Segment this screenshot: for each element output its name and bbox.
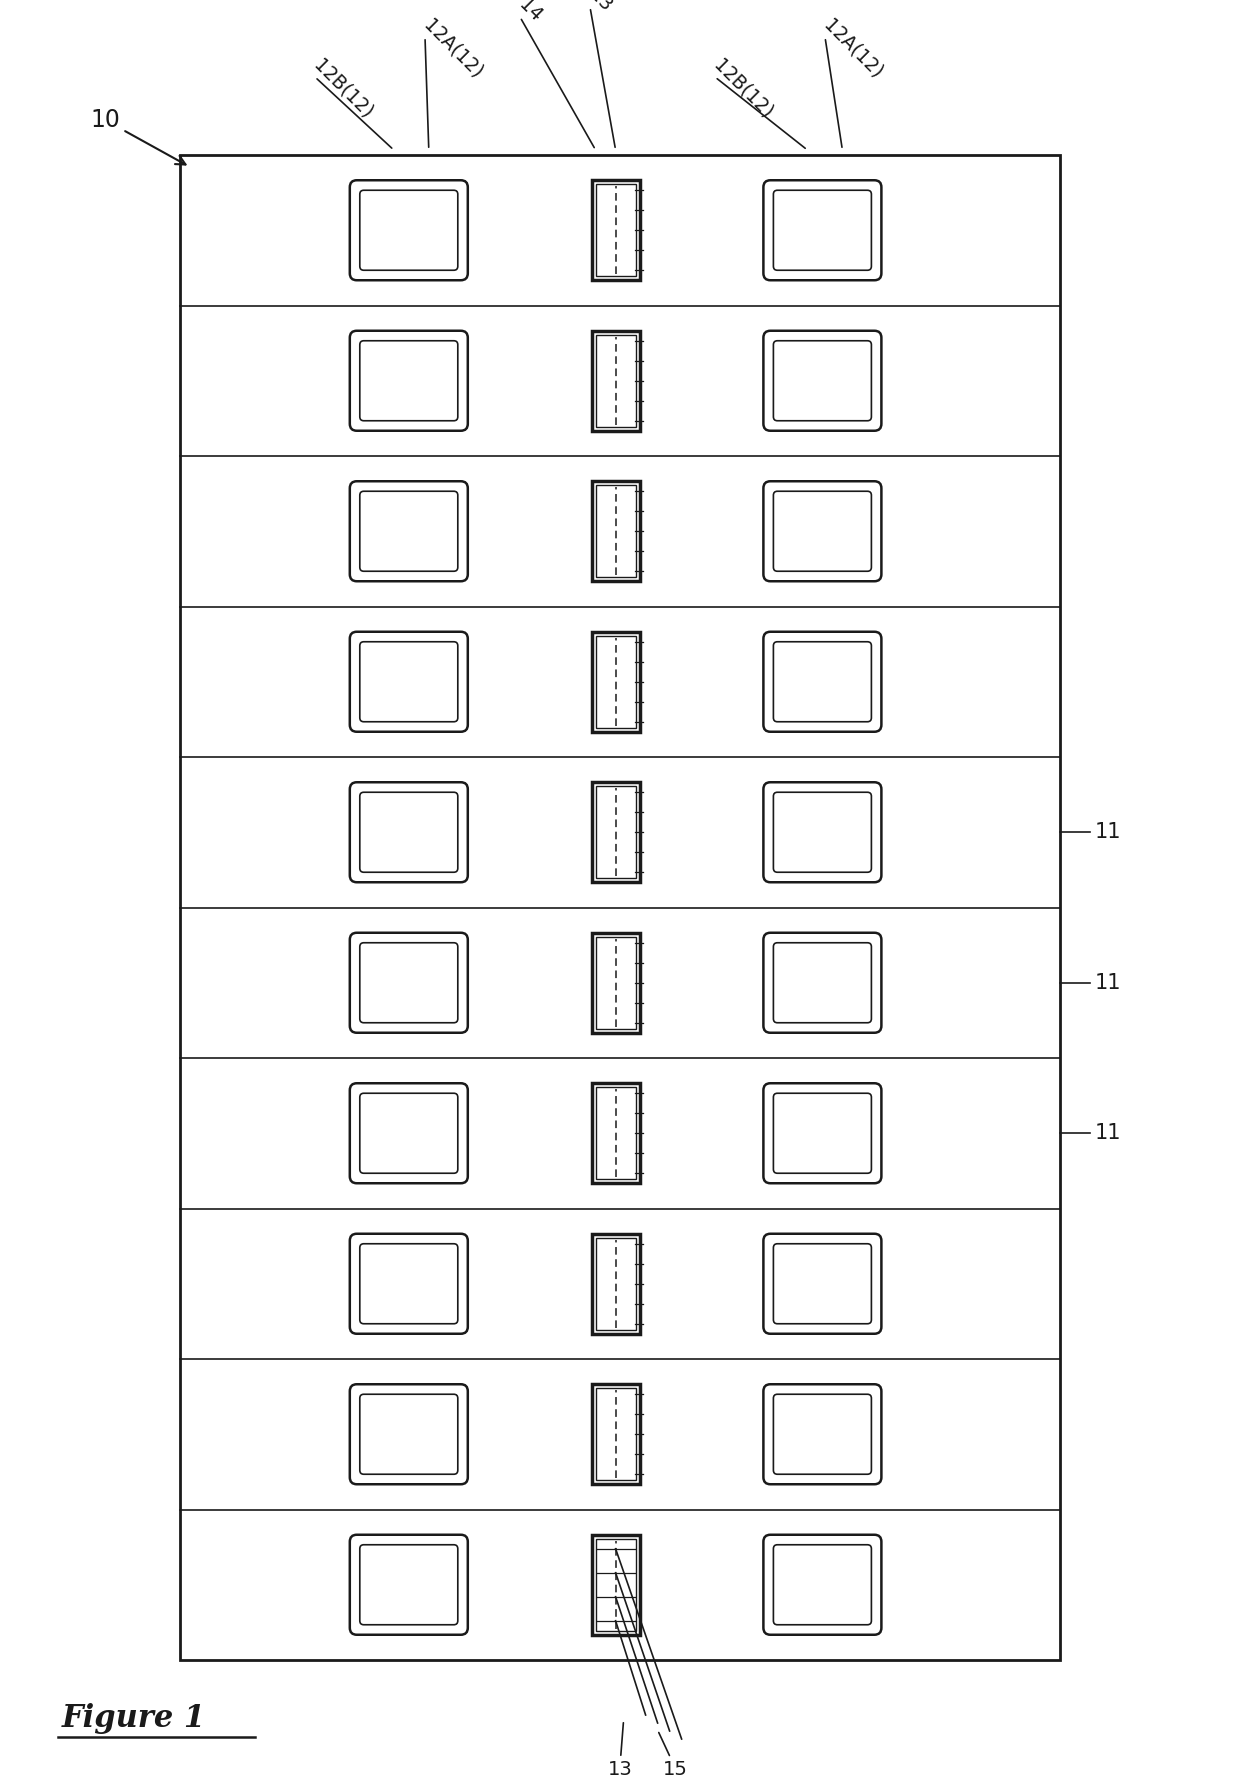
FancyBboxPatch shape [350,1535,467,1635]
FancyBboxPatch shape [764,1385,882,1485]
Bar [595,485,636,578]
FancyBboxPatch shape [360,1243,458,1324]
FancyBboxPatch shape [350,782,467,882]
FancyBboxPatch shape [764,1234,882,1335]
FancyBboxPatch shape [360,340,458,420]
Bar [591,331,640,431]
Bar [591,1234,640,1335]
FancyBboxPatch shape [350,632,467,732]
FancyBboxPatch shape [774,1093,872,1174]
FancyBboxPatch shape [774,1394,872,1474]
Bar [595,1539,636,1632]
FancyBboxPatch shape [774,340,872,420]
Text: 13: 13 [609,1760,632,1778]
FancyBboxPatch shape [360,492,458,571]
Bar [591,1385,640,1485]
FancyBboxPatch shape [350,932,467,1032]
FancyBboxPatch shape [774,1243,872,1324]
Text: 10: 10 [91,107,186,165]
FancyBboxPatch shape [350,181,467,281]
FancyBboxPatch shape [360,793,458,873]
Bar [591,481,640,581]
FancyBboxPatch shape [764,181,882,281]
FancyBboxPatch shape [764,1535,882,1635]
FancyBboxPatch shape [774,943,872,1023]
FancyBboxPatch shape [350,1385,467,1485]
Text: 13: 13 [585,0,615,16]
Bar [591,181,640,281]
Bar [595,937,636,1029]
FancyBboxPatch shape [774,1544,872,1624]
FancyBboxPatch shape [360,190,458,270]
Text: Figure 1: Figure 1 [62,1703,206,1734]
Bar [180,156,1060,1660]
Text: 15: 15 [663,1760,688,1778]
Text: 11: 11 [1095,823,1121,843]
Text: 12A(12): 12A(12) [420,16,486,82]
FancyBboxPatch shape [350,331,467,431]
FancyBboxPatch shape [360,1093,458,1174]
Bar [595,184,636,276]
FancyBboxPatch shape [360,1544,458,1624]
Text: 11: 11 [1095,1123,1121,1143]
Text: 14: 14 [515,0,546,25]
Bar [595,635,636,728]
Text: 11: 11 [1095,973,1121,993]
Text: 12B(12): 12B(12) [310,55,377,122]
Bar [591,632,640,732]
FancyBboxPatch shape [764,1084,882,1183]
Bar [591,1084,640,1183]
FancyBboxPatch shape [764,632,882,732]
Bar [595,335,636,428]
FancyBboxPatch shape [774,642,872,721]
Text: 12B(12): 12B(12) [711,55,776,122]
FancyBboxPatch shape [774,492,872,571]
Bar [595,1088,636,1179]
FancyBboxPatch shape [360,642,458,721]
FancyBboxPatch shape [360,1394,458,1474]
Bar [591,932,640,1032]
FancyBboxPatch shape [764,481,882,581]
Bar [591,782,640,882]
Bar [595,785,636,878]
FancyBboxPatch shape [350,481,467,581]
FancyBboxPatch shape [764,331,882,431]
FancyBboxPatch shape [360,943,458,1023]
FancyBboxPatch shape [774,190,872,270]
Bar [591,1535,640,1635]
Bar [595,1388,636,1480]
FancyBboxPatch shape [350,1234,467,1335]
FancyBboxPatch shape [764,932,882,1032]
Bar [595,1238,636,1329]
Text: 12A(12): 12A(12) [820,16,887,82]
FancyBboxPatch shape [774,793,872,873]
FancyBboxPatch shape [350,1084,467,1183]
FancyBboxPatch shape [764,782,882,882]
